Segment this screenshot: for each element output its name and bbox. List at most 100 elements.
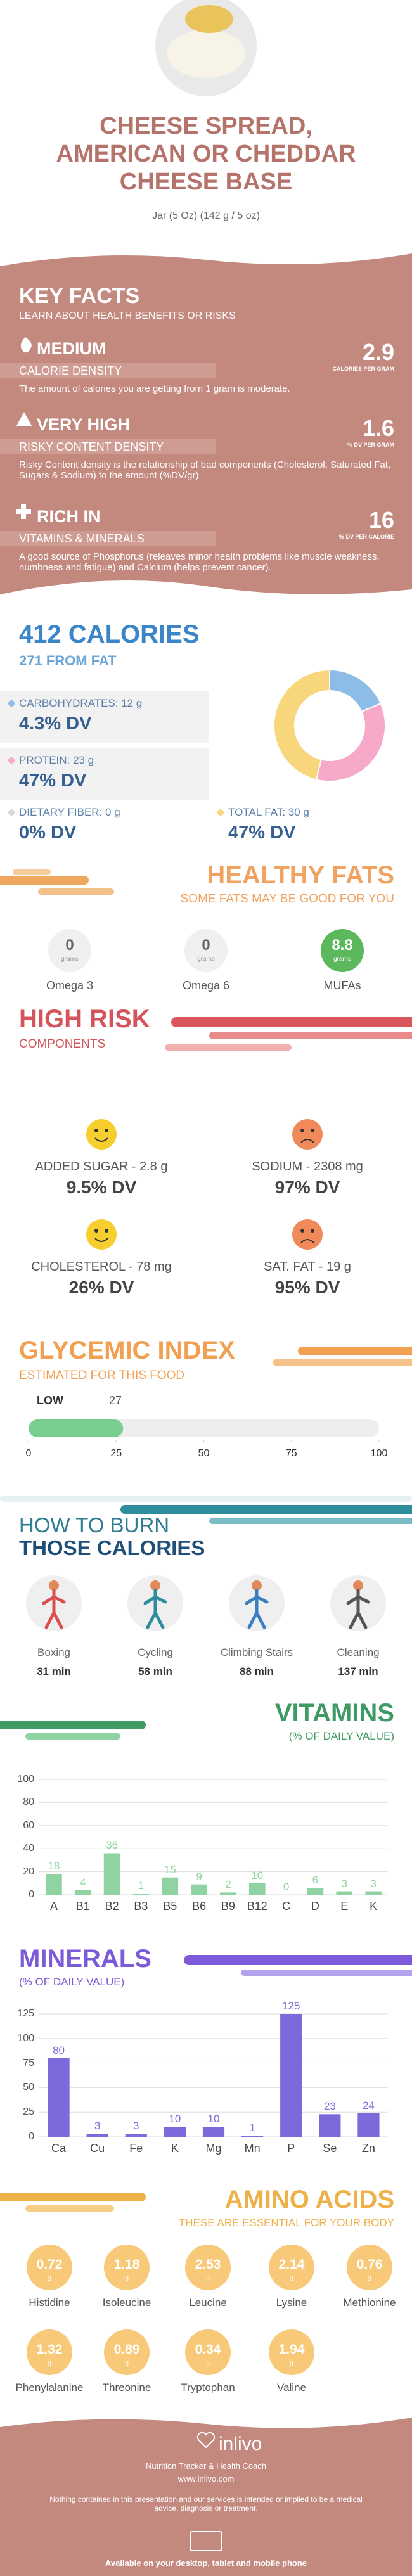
amino-value: 0.34 xyxy=(195,2342,221,2357)
amino-circle xyxy=(269,2245,314,2290)
section-title: THOSE CALORIES xyxy=(19,1536,205,1560)
activity-name: Cleaning xyxy=(337,1646,380,1658)
stripe xyxy=(241,1970,412,1976)
amino-name: Methionine xyxy=(343,2297,396,2309)
section-subtitle: THESE ARE ESSENTIAL FOR YOUR BODY xyxy=(178,2217,394,2229)
nutrient-dv: 4.3% DV xyxy=(19,714,92,734)
bar xyxy=(48,2058,70,2137)
activity-figure xyxy=(143,1589,167,1629)
x-tick-label: Mg xyxy=(205,2142,222,2155)
stripe xyxy=(0,876,89,885)
value-label: 10 xyxy=(251,1869,264,1881)
activity-figure xyxy=(245,1589,269,1629)
amino-name: Leucine xyxy=(189,2297,227,2309)
stripe xyxy=(171,1017,412,1027)
face-eye xyxy=(94,1129,98,1132)
x-tick-label: Ca xyxy=(51,2142,67,2155)
amino-name: Tryptophan xyxy=(181,2381,235,2393)
plus-icon xyxy=(16,504,31,519)
bar xyxy=(357,2113,380,2137)
face-mouth xyxy=(300,1239,314,1243)
stripe xyxy=(0,1496,412,1502)
section-title: HIGH RISK xyxy=(19,1005,150,1033)
value-label: 3 xyxy=(341,1877,347,1890)
x-tick-label: Fe xyxy=(129,2142,143,2155)
legend-dot xyxy=(8,809,15,816)
amino-unit: g xyxy=(205,2359,210,2366)
x-tick-label: E xyxy=(340,1900,349,1913)
flame-icon xyxy=(20,337,32,353)
title: CHEESE SPREAD, xyxy=(100,113,312,139)
risk-label: SAT. FAT - 19 g xyxy=(264,1260,351,1274)
fact-band xyxy=(0,531,216,546)
amino-value: 0.76 xyxy=(356,2257,383,2272)
fat-unit: grams xyxy=(197,956,215,963)
brand: inlivo xyxy=(219,2433,262,2454)
stripe xyxy=(25,1733,120,1740)
face-eye xyxy=(105,1229,108,1233)
amino-name: Lysine xyxy=(276,2297,307,2309)
gauge-bar xyxy=(29,1419,124,1437)
gauge-rating: LOW xyxy=(37,1394,63,1407)
face-mouth xyxy=(94,1238,108,1242)
serving: Jar (5 Oz) (142 g / 5 oz) xyxy=(152,210,260,221)
bar xyxy=(280,2014,302,2137)
device-icon xyxy=(190,2531,222,2551)
activity-time: 88 min xyxy=(240,1665,274,1677)
risk-dv: 9.5% DV xyxy=(66,1177,137,1197)
amino-unit: g xyxy=(124,2274,129,2281)
bar xyxy=(103,1853,120,1895)
amino-name: Histidine xyxy=(29,2297,70,2309)
amino-circle xyxy=(104,2245,150,2290)
nutrient-label: CARBOHYDRATES: 12 g xyxy=(19,697,143,709)
fact-unit: CALORIES PER GRAM xyxy=(332,366,394,372)
y-tick-label: 20 xyxy=(23,1866,34,1877)
section-title: MINERALS xyxy=(19,1945,151,1973)
nutrient-dv: 47% DV xyxy=(19,771,87,791)
fact-band xyxy=(0,439,216,454)
bar xyxy=(74,1890,91,1895)
stripe xyxy=(165,1044,292,1051)
value-label: 3 xyxy=(94,2120,101,2132)
activity-figure xyxy=(42,1589,66,1629)
amino-value: 2.14 xyxy=(278,2257,305,2272)
amino-value: 0.89 xyxy=(113,2342,140,2357)
risk-label: ADDED SUGAR - 2.8 g xyxy=(35,1160,168,1174)
activity-time: 58 min xyxy=(138,1665,172,1677)
amino-unit: g xyxy=(205,2274,210,2281)
value-label: 3 xyxy=(370,1877,377,1890)
risk-dv: 95% DV xyxy=(274,1278,340,1297)
fat-unit: grams xyxy=(61,956,79,963)
legend-dot xyxy=(8,700,15,707)
x-tick-label: B1 xyxy=(75,1900,90,1913)
fat-value: 0 xyxy=(65,937,74,954)
fact-value: 2.9 xyxy=(362,339,394,365)
amino-circle xyxy=(27,2245,72,2290)
amino-circle xyxy=(347,2245,392,2290)
bar xyxy=(319,2114,341,2137)
value-label: 1 xyxy=(249,2122,255,2134)
bar xyxy=(336,1891,353,1895)
bar xyxy=(202,2127,225,2137)
food-photo-cheese xyxy=(185,5,233,33)
face-eye xyxy=(311,1229,314,1233)
amino-unit: g xyxy=(367,2274,372,2281)
x-tick-label: C xyxy=(282,1900,291,1913)
stripe xyxy=(209,1032,412,1039)
nutrient-label: TOTAL FAT: 30 g xyxy=(228,806,309,818)
x-tick-label: Cu xyxy=(90,2142,105,2155)
face-eye xyxy=(300,1129,304,1132)
x-tick-label: 50 xyxy=(198,1448,210,1459)
stripe xyxy=(13,869,51,875)
amino-circle xyxy=(27,2329,72,2375)
url: www.inlivo.com xyxy=(177,2474,235,2483)
y-tick-label: 0 xyxy=(29,2131,34,2142)
amino-unit: g xyxy=(124,2359,129,2366)
section-title: AMINO ACIDS xyxy=(224,2186,394,2214)
fact-name: VITAMINS & MINERALS xyxy=(19,532,145,545)
title: CHEESE BASE xyxy=(119,169,293,195)
nutrient-label: DIETARY FIBER: 0 g xyxy=(19,806,120,818)
activity-head xyxy=(353,1580,363,1591)
activity-name: Climbing Stairs xyxy=(220,1646,293,1658)
